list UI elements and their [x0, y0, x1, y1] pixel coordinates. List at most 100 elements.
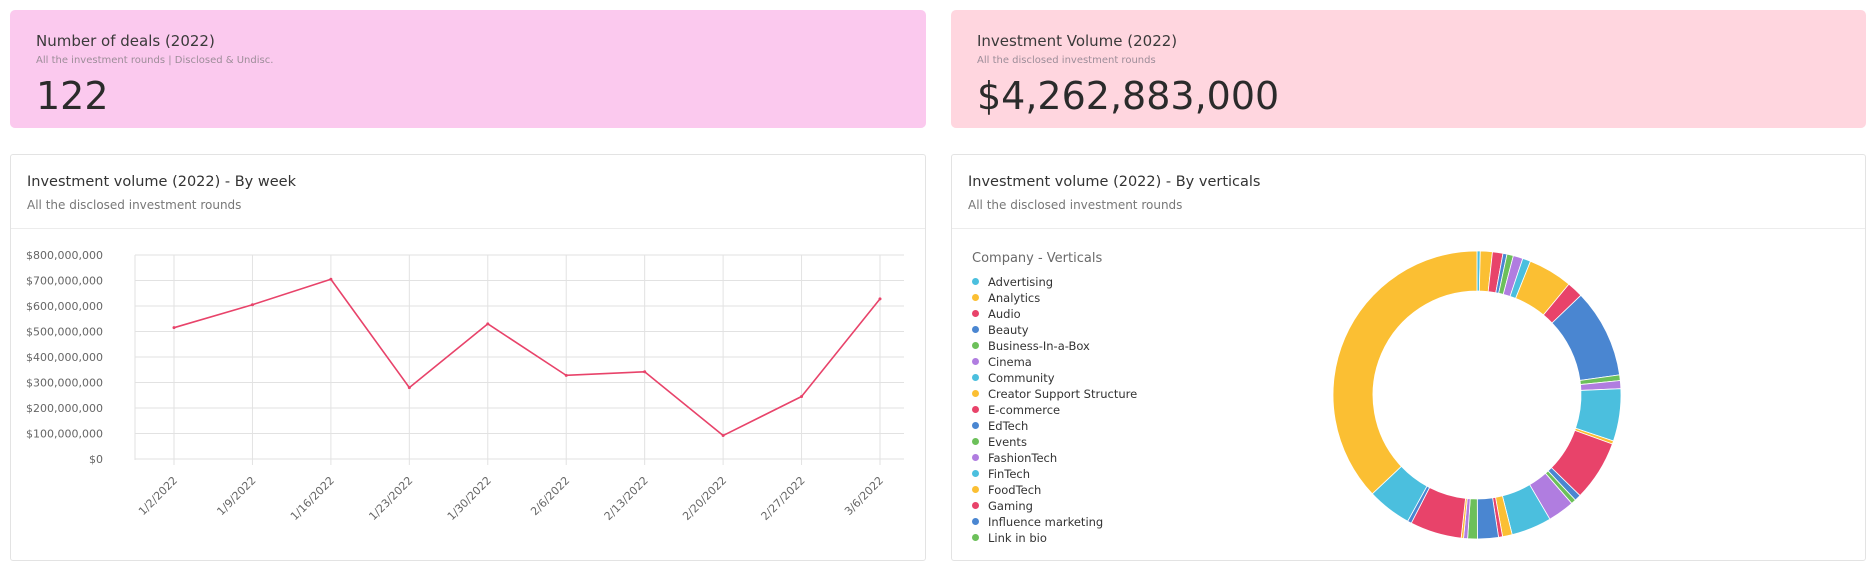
- legend-label: E-commerce: [988, 403, 1061, 417]
- x-tick-label: 2/27/2022: [759, 474, 808, 523]
- grid: [134, 254, 904, 465]
- legend-item[interactable]: Business-In-a-Box: [972, 338, 1137, 354]
- data-point[interactable]: [486, 322, 490, 326]
- legend-marker: [972, 470, 979, 477]
- legend-marker: [972, 518, 979, 525]
- x-tick-label: 2/20/2022: [680, 474, 729, 523]
- legend-item[interactable]: Audio: [972, 306, 1137, 322]
- volume-kpi-subtitle: All the disclosed investment rounds: [977, 55, 1156, 66]
- legend-marker: [972, 294, 979, 301]
- x-tick-label: 1/16/2022: [288, 474, 337, 523]
- y-tick-label: $700,000,000: [26, 275, 103, 288]
- x-tick-label: 3/6/2022: [842, 474, 886, 518]
- legend-marker: [972, 342, 979, 349]
- legend-item[interactable]: FinTech: [972, 466, 1137, 482]
- x-tick-label: 1/2/2022: [136, 474, 180, 518]
- verticals-chart-subtitle: All the disclosed investment rounds: [968, 198, 1183, 212]
- volume-kpi-value: $4,262,883,000: [977, 74, 1280, 118]
- verticals-donut-chart[interactable]: [1327, 245, 1627, 545]
- data-point[interactable]: [172, 326, 176, 330]
- x-tick-label: 2/6/2022: [528, 474, 572, 518]
- legend-marker: [972, 374, 979, 381]
- deals-kpi-card: Number of deals (2022) All the investmen…: [10, 10, 926, 128]
- legend-item[interactable]: Advertising: [972, 274, 1137, 290]
- legend-marker: [972, 486, 979, 493]
- legend-marker: [972, 278, 979, 285]
- legend-marker: [972, 534, 979, 541]
- verticals-chart-card: Investment volume (2022) - By verticals …: [951, 154, 1866, 561]
- legend-item[interactable]: Community: [972, 370, 1137, 386]
- legend-label: Audio: [988, 307, 1021, 321]
- legend-item[interactable]: Influence marketing: [972, 514, 1137, 530]
- legend-marker: [972, 310, 979, 317]
- legend-label: Business-In-a-Box: [988, 339, 1090, 353]
- legend-item[interactable]: Creator Support Structure: [972, 386, 1137, 402]
- legend-label: EdTech: [988, 419, 1029, 433]
- series-line[interactable]: [173, 278, 881, 437]
- week-chart-subtitle: All the disclosed investment rounds: [27, 198, 242, 212]
- legend-marker: [972, 358, 979, 365]
- volume-kpi-card: Investment Volume (2022) All the disclos…: [951, 10, 1866, 128]
- x-tick-label: 1/23/2022: [366, 474, 415, 523]
- legend-marker: [972, 502, 979, 509]
- weekly-line-chart[interactable]: $0 $100,000,000 $200,000,000 $300,000,000 $4…: [11, 229, 925, 559]
- legend-marker: [972, 422, 979, 429]
- legend-item[interactable]: Beauty: [972, 322, 1137, 338]
- legend-label: Events: [988, 435, 1027, 449]
- data-point[interactable]: [564, 373, 568, 377]
- week-chart-card: Investment volume (2022) - By week All t…: [10, 154, 926, 561]
- legend-item[interactable]: FoodTech: [972, 482, 1137, 498]
- week-chart-title: Investment volume (2022) - By week: [27, 174, 296, 190]
- legend-item[interactable]: Events: [972, 434, 1137, 450]
- legend-item[interactable]: Analytics: [972, 290, 1137, 306]
- y-tick-label: $400,000,000: [26, 351, 103, 364]
- verticals-chart-header: Investment volume (2022) - By verticals …: [952, 155, 1865, 229]
- legend-label: Beauty: [988, 323, 1029, 337]
- legend-title: Company - Verticals: [972, 251, 1103, 266]
- y-tick-label: $500,000,000: [26, 326, 103, 339]
- volume-kpi-title: Investment Volume (2022): [977, 32, 1178, 50]
- deals-kpi-subtitle: All the investment rounds | Disclosed & …: [36, 55, 274, 66]
- data-point[interactable]: [721, 434, 725, 438]
- data-point[interactable]: [643, 370, 647, 374]
- donut-slice[interactable]: [1332, 250, 1478, 495]
- legend-label: FinTech: [988, 467, 1031, 481]
- legend-marker: [972, 406, 979, 413]
- legend-label: Gaming: [988, 499, 1033, 513]
- legend-label: Creator Support Structure: [988, 387, 1138, 401]
- y-tick-label: $800,000,000: [26, 249, 103, 262]
- y-tick-label: $0: [89, 453, 103, 466]
- legend-item[interactable]: EdTech: [972, 418, 1137, 434]
- legend-marker: [972, 390, 979, 397]
- data-point[interactable]: [878, 297, 882, 301]
- y-tick-label: $600,000,000: [26, 300, 103, 313]
- deals-kpi-title: Number of deals (2022): [36, 32, 215, 50]
- legend-item[interactable]: Gaming: [972, 498, 1137, 514]
- x-tick-label: 1/9/2022: [214, 474, 258, 518]
- y-tick-label: $100,000,000: [26, 428, 103, 441]
- legend-label: Link in bio: [988, 531, 1047, 545]
- legend-label: Community: [988, 371, 1055, 385]
- verticals-legend: Company - Verticals Advertising Analytics…: [972, 251, 1137, 546]
- legend-marker: [972, 438, 979, 445]
- x-tick-label: 2/13/2022: [602, 474, 651, 523]
- data-point[interactable]: [329, 277, 333, 281]
- legend-marker: [972, 454, 979, 461]
- y-tick-label: $300,000,000: [26, 377, 103, 390]
- y-tick-label: $200,000,000: [26, 402, 103, 415]
- legend-item[interactable]: FashionTech: [972, 450, 1137, 466]
- deals-kpi-value: 122: [36, 74, 109, 118]
- verticals-chart-title: Investment volume (2022) - By verticals: [968, 174, 1261, 190]
- data-point[interactable]: [250, 303, 254, 307]
- legend-item[interactable]: Link in bio: [972, 530, 1137, 546]
- legend-label: Influence marketing: [988, 515, 1104, 529]
- legend-label: Advertising: [988, 275, 1054, 289]
- legend-item[interactable]: Cinema: [972, 354, 1137, 370]
- data-point[interactable]: [800, 395, 804, 399]
- legend-item[interactable]: E-commerce: [972, 402, 1137, 418]
- legend-label: Cinema: [988, 355, 1032, 369]
- week-chart-header: Investment volume (2022) - By week All t…: [11, 155, 925, 229]
- data-point[interactable]: [407, 386, 411, 390]
- legend-label: FoodTech: [988, 483, 1042, 497]
- legend-label: FashionTech: [988, 451, 1058, 465]
